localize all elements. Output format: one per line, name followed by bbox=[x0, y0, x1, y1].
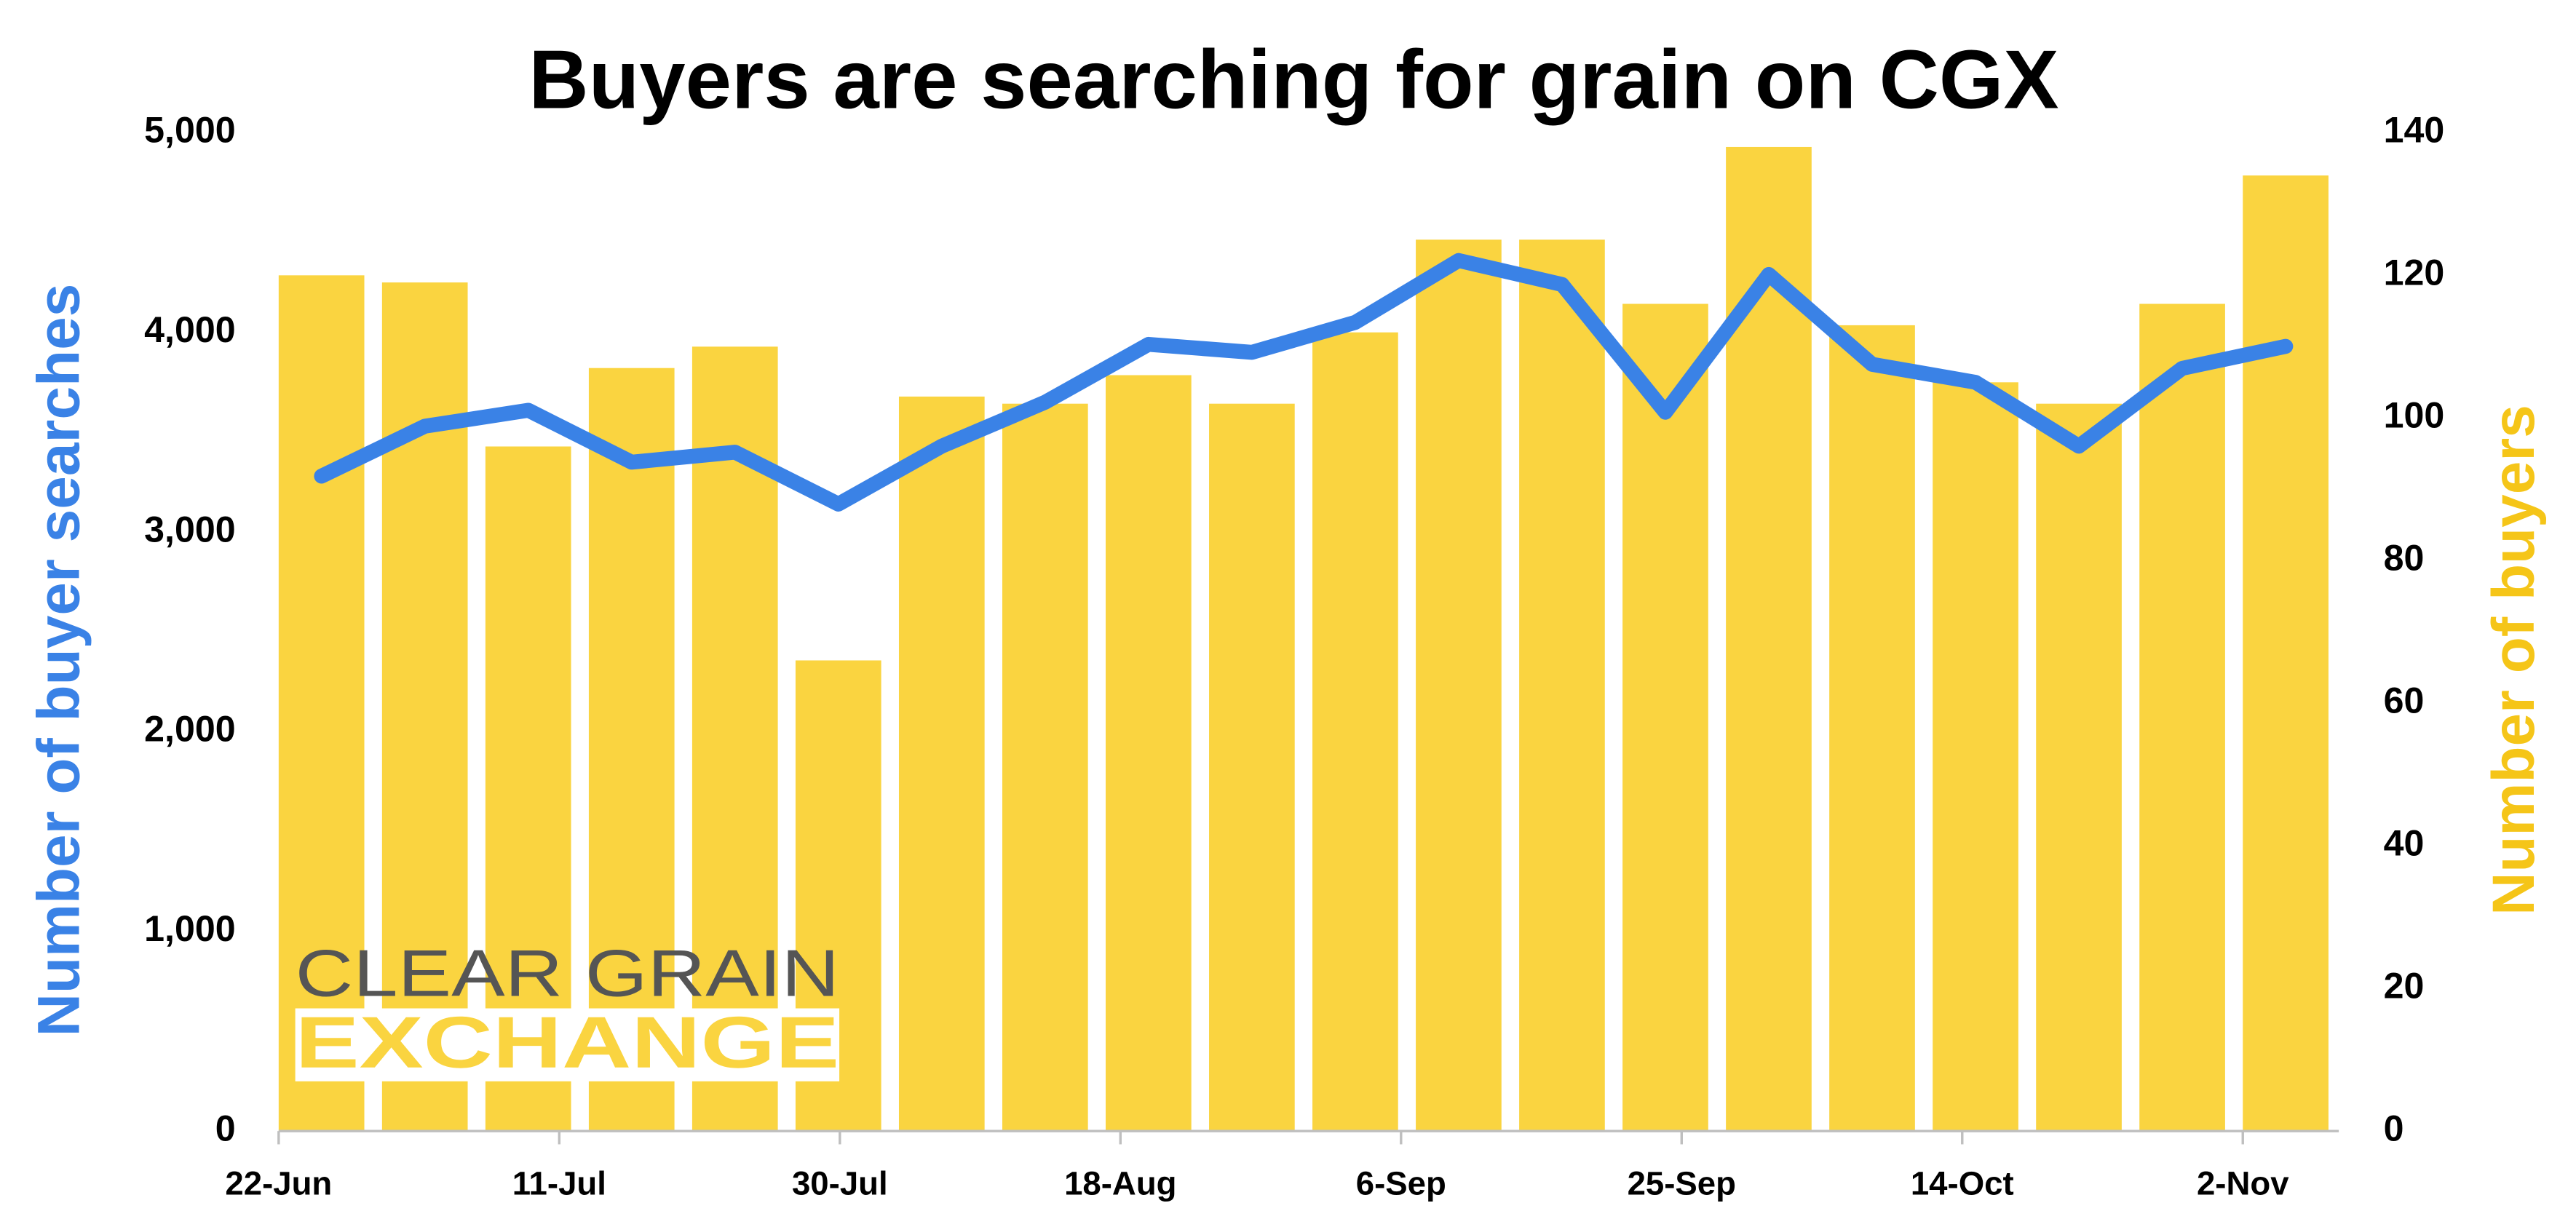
bar bbox=[1933, 382, 2018, 1132]
y2-tick-label: 140 bbox=[2384, 110, 2445, 151]
logo-text: CLEAR GRAIN bbox=[296, 937, 839, 1011]
x-tick-label: 22-Jun bbox=[225, 1164, 332, 1202]
x-tick-label: 11-Jul bbox=[512, 1164, 606, 1202]
bar bbox=[2243, 175, 2329, 1132]
y-tick-label: 1,000 bbox=[144, 908, 235, 949]
y2-tick-label: 100 bbox=[2384, 395, 2445, 436]
bar bbox=[1312, 332, 1398, 1132]
logo-band bbox=[295, 1008, 840, 1081]
y-tick-label: 2,000 bbox=[144, 709, 235, 750]
y2-tick-label: 40 bbox=[2384, 822, 2425, 863]
x-tick-label: 25-Sep bbox=[1628, 1164, 1736, 1202]
line bbox=[314, 253, 2294, 512]
y2-tick-label: 80 bbox=[2384, 538, 2425, 579]
chart-title: Buyers are searching for grain on CGX bbox=[528, 34, 2058, 127]
y-axis-title: Number of buyer searches bbox=[25, 284, 92, 1037]
y-tick-label: 5,000 bbox=[144, 110, 235, 151]
y-tick-label: 0 bbox=[215, 1108, 236, 1148]
bar bbox=[1829, 325, 1915, 1132]
bar bbox=[898, 396, 985, 1132]
y2-tick-label: 0 bbox=[2384, 1108, 2404, 1148]
bar bbox=[1002, 403, 1088, 1132]
x-tick-label: 18-Aug bbox=[1064, 1164, 1176, 1202]
y2-tick-label: 20 bbox=[2384, 965, 2425, 1006]
logo-text: EXCHANGE bbox=[296, 1002, 839, 1084]
bar bbox=[691, 346, 778, 1132]
bar bbox=[2139, 303, 2225, 1132]
y-tick-label: 4,000 bbox=[144, 309, 235, 350]
x-tick-label: 2-Nov bbox=[2197, 1164, 2289, 1202]
y-tick-label: 3,000 bbox=[144, 509, 235, 549]
bar bbox=[1209, 403, 1295, 1132]
x-tick-label: 30-Jul bbox=[792, 1164, 888, 1202]
x-tick-label: 14-Oct bbox=[1911, 1164, 2014, 1202]
bar bbox=[588, 368, 675, 1132]
bar bbox=[1519, 239, 1605, 1132]
x-tick-label: 6-Sep bbox=[1356, 1164, 1446, 1202]
y2-tick-label: 60 bbox=[2384, 680, 2425, 721]
bar bbox=[1622, 303, 1708, 1132]
y2-axis-title: Number of buyers bbox=[2481, 405, 2547, 916]
bar bbox=[278, 275, 365, 1132]
y2-tick-label: 120 bbox=[2384, 253, 2445, 293]
bar bbox=[1106, 375, 1192, 1132]
bar bbox=[1416, 239, 1502, 1132]
bar bbox=[2036, 403, 2122, 1132]
